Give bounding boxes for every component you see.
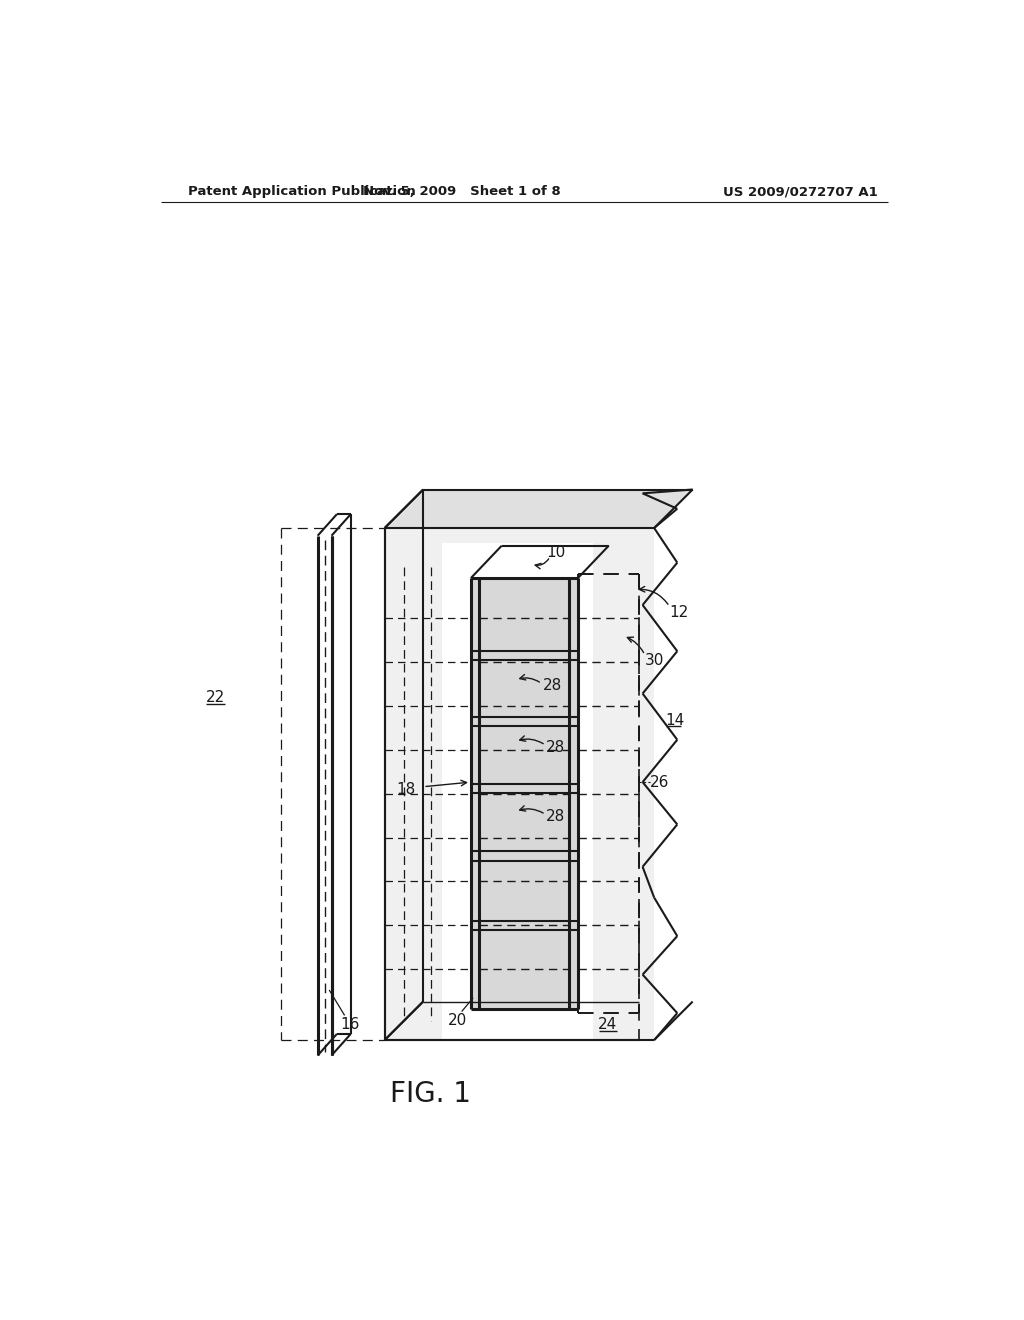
Text: 10: 10	[547, 545, 565, 560]
Polygon shape	[471, 578, 578, 1010]
Text: 20: 20	[449, 1014, 467, 1028]
Polygon shape	[442, 544, 593, 1040]
Text: Patent Application Publication: Patent Application Publication	[188, 185, 416, 198]
Text: 18: 18	[396, 783, 416, 797]
Text: 12: 12	[670, 605, 689, 620]
Text: 26: 26	[650, 775, 670, 789]
Text: 28: 28	[547, 741, 565, 755]
Text: 24: 24	[598, 1018, 617, 1032]
Text: 30: 30	[645, 653, 665, 668]
Text: 16: 16	[340, 1018, 359, 1032]
Text: 22: 22	[206, 690, 225, 705]
Text: 14: 14	[666, 713, 685, 729]
Text: FIG. 1: FIG. 1	[390, 1080, 471, 1107]
Polygon shape	[385, 528, 654, 1040]
Text: 28: 28	[547, 809, 565, 824]
Text: US 2009/0272707 A1: US 2009/0272707 A1	[723, 185, 878, 198]
Polygon shape	[385, 490, 692, 528]
Text: 28: 28	[543, 678, 562, 693]
Text: Nov. 5, 2009   Sheet 1 of 8: Nov. 5, 2009 Sheet 1 of 8	[362, 185, 560, 198]
